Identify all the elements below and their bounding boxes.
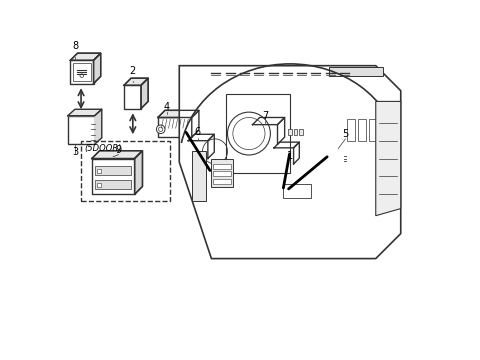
Bar <box>329 67 383 76</box>
Text: 1: 1 <box>287 150 293 161</box>
Polygon shape <box>376 102 401 216</box>
Bar <box>299 129 302 135</box>
Bar <box>322 152 344 166</box>
Polygon shape <box>208 134 214 158</box>
Circle shape <box>341 154 350 163</box>
Bar <box>158 117 192 137</box>
Polygon shape <box>188 134 214 141</box>
Text: 3: 3 <box>72 147 78 157</box>
Bar <box>97 183 101 187</box>
Bar <box>274 148 294 164</box>
Bar <box>369 119 376 141</box>
Bar <box>70 60 94 84</box>
Polygon shape <box>277 117 285 144</box>
Bar <box>213 171 231 176</box>
Bar <box>81 141 170 202</box>
Polygon shape <box>260 129 270 139</box>
Text: 9: 9 <box>116 145 121 155</box>
Polygon shape <box>68 116 95 144</box>
Bar <box>358 119 366 141</box>
Bar <box>288 129 292 135</box>
Bar <box>283 184 312 198</box>
Bar <box>252 125 277 144</box>
Bar <box>192 144 204 156</box>
Text: 7: 7 <box>262 111 268 121</box>
Bar <box>347 119 355 141</box>
Bar <box>213 164 231 169</box>
Text: 6: 6 <box>195 127 201 138</box>
Polygon shape <box>158 111 199 117</box>
Polygon shape <box>124 78 148 85</box>
Polygon shape <box>274 142 300 148</box>
Bar <box>226 94 290 173</box>
Bar <box>192 152 206 202</box>
Bar <box>213 179 231 184</box>
Polygon shape <box>192 111 199 137</box>
Bar <box>294 129 297 135</box>
Bar <box>95 180 131 189</box>
Text: 8: 8 <box>72 41 78 51</box>
Polygon shape <box>179 66 401 258</box>
Bar <box>92 158 134 194</box>
Polygon shape <box>294 142 300 164</box>
Bar <box>188 141 208 158</box>
Bar <box>95 166 131 175</box>
Polygon shape <box>134 151 143 194</box>
Bar <box>97 169 101 173</box>
Polygon shape <box>92 151 143 158</box>
Text: 4: 4 <box>164 102 170 112</box>
Polygon shape <box>68 109 102 116</box>
Text: 5: 5 <box>342 129 348 139</box>
Polygon shape <box>70 53 101 60</box>
Polygon shape <box>95 109 102 144</box>
Bar <box>211 158 233 187</box>
Bar <box>73 63 91 81</box>
Bar <box>124 85 141 109</box>
Text: (5DOOR): (5DOOR) <box>84 144 122 153</box>
Text: 2: 2 <box>130 66 136 76</box>
Polygon shape <box>252 117 285 125</box>
Polygon shape <box>141 78 148 109</box>
Circle shape <box>337 151 353 166</box>
Polygon shape <box>94 53 101 84</box>
Circle shape <box>156 125 165 134</box>
